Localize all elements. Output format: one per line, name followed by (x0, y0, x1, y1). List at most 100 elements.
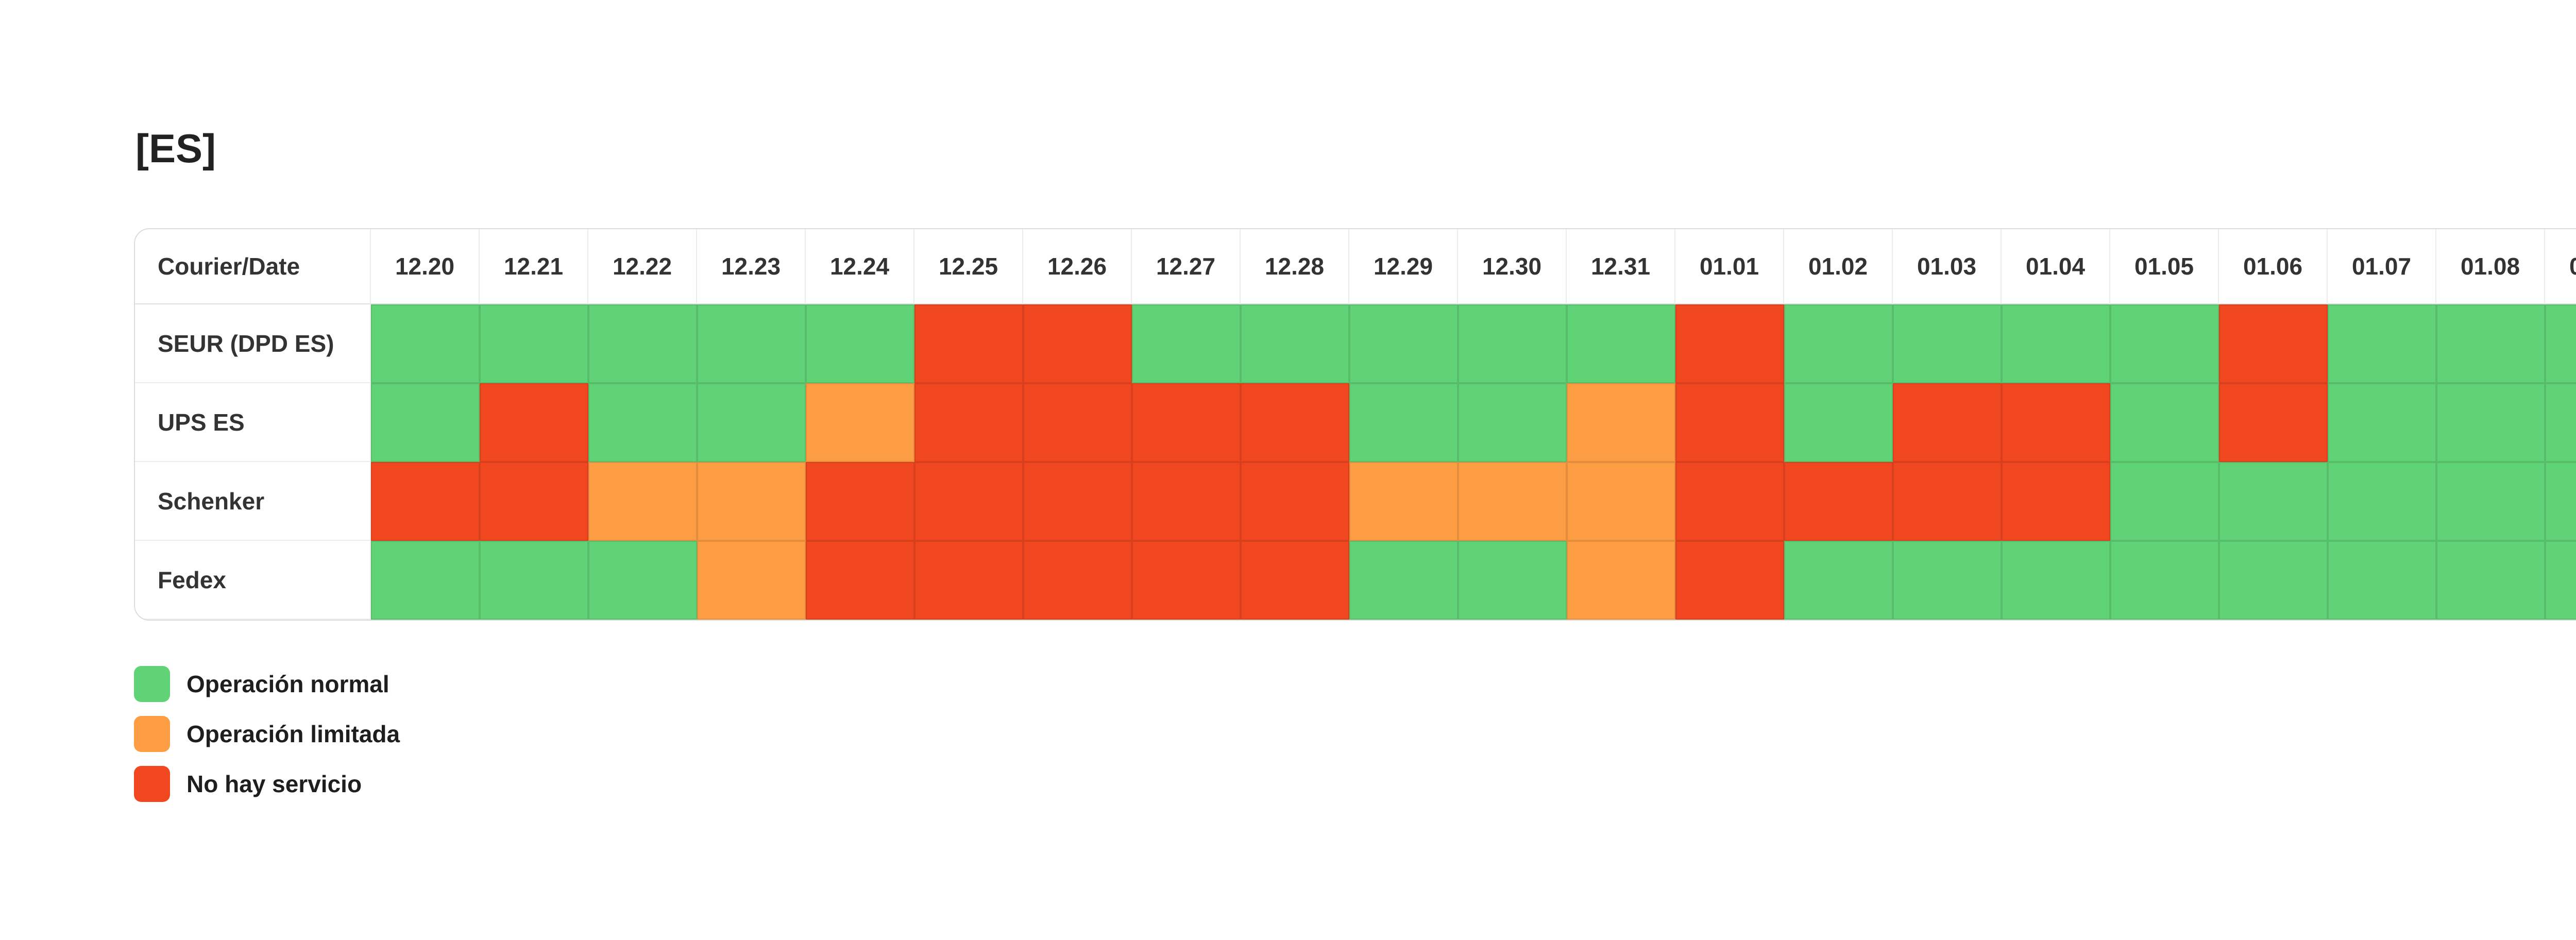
status-cell-normal (2436, 383, 2545, 462)
status-cell-normal (2110, 541, 2219, 620)
courier-label-cell: UPS ES (135, 383, 371, 462)
status-cell-normal (1132, 304, 1241, 383)
status-cell-normal (1349, 541, 1458, 620)
date-header-cell: 01.06 (2219, 229, 2328, 304)
legend-item: No hay servicio (134, 766, 400, 802)
status-cell-normal (480, 304, 588, 383)
date-header-cell: 12.27 (1132, 229, 1241, 304)
courier-status-heatmap: Courier/Date 12.20 12.21 12.22 12.23 12.24 12.… (134, 228, 2576, 621)
status-cell-none (914, 383, 1023, 462)
courier-label-cell: SEUR (DPD ES) (135, 304, 371, 383)
status-cell-normal (2110, 304, 2219, 383)
status-cell-normal (2110, 383, 2219, 462)
status-cell-none (1023, 462, 1132, 541)
status-cell-none (914, 462, 1023, 541)
status-cell-limited (697, 541, 806, 620)
date-header-cell: 01.05 (2110, 229, 2219, 304)
date-header-cell: 01.01 (1675, 229, 1784, 304)
date-header-cell: 01.09 (2545, 229, 2576, 304)
date-header-cell: 01.07 (2328, 229, 2436, 304)
status-cell-normal (697, 383, 806, 462)
status-cell-none (1023, 304, 1132, 383)
date-header-cell: 12.21 (480, 229, 588, 304)
status-cell-normal (2328, 304, 2436, 383)
legend-swatch-normal (134, 666, 170, 702)
status-cell-normal (2545, 383, 2576, 462)
status-cell-limited (588, 462, 697, 541)
status-cell-normal (2219, 541, 2328, 620)
status-cell-none (480, 383, 588, 462)
status-cell-none (914, 541, 1023, 620)
status-cell-normal (806, 304, 914, 383)
status-cell-none (1893, 462, 2002, 541)
page-title: [ES] (135, 126, 216, 171)
corner-header-cell: Courier/Date (135, 229, 371, 304)
legend-label: No hay servicio (187, 771, 362, 797)
legend-label: Operación limitada (187, 721, 400, 747)
date-header-cell: 12.23 (697, 229, 806, 304)
date-header-cell: 12.29 (1349, 229, 1458, 304)
status-cell-limited (1349, 462, 1458, 541)
status-cell-none (914, 304, 1023, 383)
status-cell-normal (2545, 462, 2576, 541)
status-cell-limited (806, 383, 914, 462)
status-cell-none (1893, 383, 2002, 462)
status-cell-limited (1458, 462, 1567, 541)
status-cell-none (1241, 541, 1349, 620)
status-cell-normal (2328, 383, 2436, 462)
date-header-cell: 01.03 (1893, 229, 2002, 304)
status-cell-normal (1893, 304, 2002, 383)
date-header-cell: 01.02 (1784, 229, 1893, 304)
status-cell-none (371, 462, 480, 541)
date-header-cell: 12.25 (914, 229, 1023, 304)
status-cell-none (1241, 462, 1349, 541)
status-cell-normal (2328, 541, 2436, 620)
courier-label-cell: Schenker (135, 462, 371, 541)
status-cell-normal (2002, 541, 2110, 620)
status-cell-normal (588, 541, 697, 620)
status-cell-normal (1241, 304, 1349, 383)
date-header-cell: 12.20 (371, 229, 480, 304)
status-cell-normal (480, 541, 588, 620)
date-header-cell: 12.28 (1241, 229, 1349, 304)
date-header-cell: 12.26 (1023, 229, 1132, 304)
status-cell-limited (1567, 541, 1675, 620)
status-cell-none (1132, 462, 1241, 541)
legend-swatch-limited (134, 716, 170, 752)
status-cell-normal (2002, 304, 2110, 383)
status-cell-normal (1784, 541, 1893, 620)
status-cell-none (2002, 462, 2110, 541)
status-cell-limited (697, 462, 806, 541)
status-cell-normal (2545, 304, 2576, 383)
legend-item: Operación limitada (134, 716, 400, 752)
status-cell-normal (588, 383, 697, 462)
status-cell-normal (588, 304, 697, 383)
status-cell-normal (2436, 462, 2545, 541)
status-cell-normal (371, 541, 480, 620)
status-cell-none (1675, 541, 1784, 620)
status-cell-none (1132, 383, 1241, 462)
status-cell-normal (1458, 383, 1567, 462)
status-cell-none (1132, 541, 1241, 620)
status-cell-none (1241, 383, 1349, 462)
status-cell-normal (2328, 462, 2436, 541)
date-header-cell: 01.04 (2002, 229, 2110, 304)
status-cell-none (2219, 304, 2328, 383)
date-header-cell: 12.31 (1567, 229, 1675, 304)
status-cell-none (1023, 541, 1132, 620)
status-cell-normal (1458, 304, 1567, 383)
date-header-cell: 12.24 (806, 229, 914, 304)
status-cell-normal (2110, 462, 2219, 541)
status-cell-normal (371, 383, 480, 462)
status-cell-normal (371, 304, 480, 383)
status-cell-normal (1567, 304, 1675, 383)
status-cell-none (1675, 304, 1784, 383)
status-cell-normal (2545, 541, 2576, 620)
status-cell-normal (1458, 541, 1567, 620)
legend-label: Operación normal (187, 671, 389, 697)
status-cell-none (480, 462, 588, 541)
status-cell-none (1675, 462, 1784, 541)
status-cell-normal (2219, 462, 2328, 541)
status-cell-normal (1784, 304, 1893, 383)
status-cell-normal (1349, 304, 1458, 383)
